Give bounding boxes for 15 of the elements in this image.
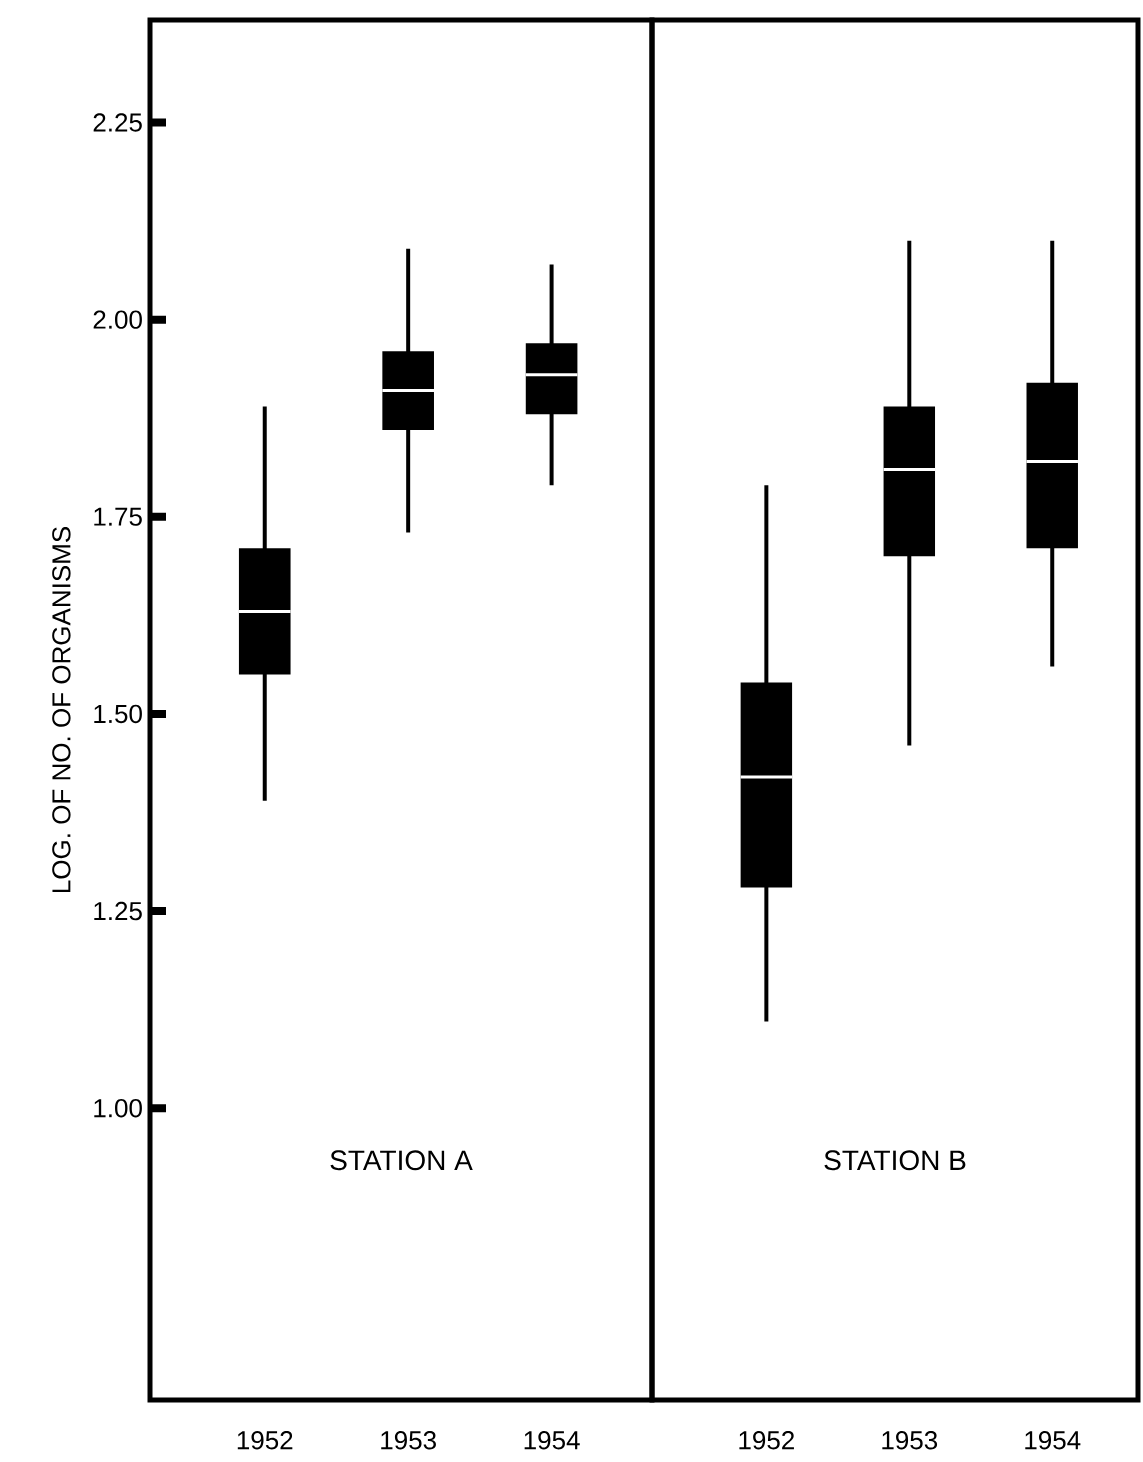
x-tick-label: 1953: [882, 1431, 938, 1450]
y-tick-label: 1.25: [94, 901, 142, 921]
x-tick-label: 1954: [1025, 1431, 1081, 1450]
y-tick-label: 1.75: [94, 507, 142, 526]
x-tick-label: 1952: [739, 1431, 794, 1450]
text: STATION B: [824, 1150, 966, 1171]
x-tick-label: 1954: [524, 1431, 580, 1450]
y-tick-label: 1.00: [94, 1099, 142, 1118]
x-tick-label: 1952: [237, 1431, 293, 1450]
y-tick-label: 2.00: [93, 310, 142, 329]
y-axis-title: LOG. OF NO. OF ORGANISMS: [52, 526, 71, 893]
x-tick-label: 1953: [381, 1431, 436, 1450]
y-tick-label: 2.25: [93, 113, 142, 132]
text: STATION A: [330, 1150, 473, 1171]
y-tick-label: 1.50: [94, 704, 142, 724]
